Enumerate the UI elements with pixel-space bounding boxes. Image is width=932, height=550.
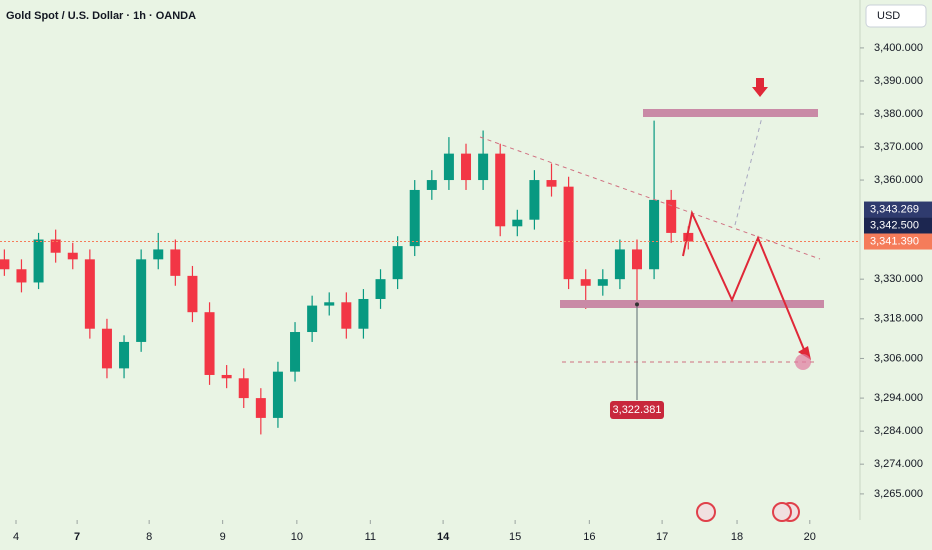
x-tick-label: 11: [365, 531, 376, 543]
candle-body: [666, 199, 677, 233]
y-tick-label: 3,318.000: [874, 313, 923, 325]
y-tick-label: 3,390.000: [874, 75, 923, 87]
low-marker-dot: [634, 302, 639, 307]
candle-body: [512, 219, 523, 227]
candle-body: [461, 153, 472, 181]
candle-body: [204, 312, 215, 375]
candle-body: [187, 275, 198, 313]
low-marker-box: [609, 401, 664, 419]
candle-body: [67, 252, 78, 260]
candle-body: [84, 259, 95, 329]
x-tick-label: 16: [583, 531, 595, 543]
candle-body: [597, 279, 608, 286]
alt-path: [734, 116, 763, 226]
y-tick-label: 3,380.000: [874, 108, 923, 120]
y-tick-label: 3,284.000: [874, 425, 923, 437]
candle-body: [649, 199, 660, 270]
candle-body: [443, 153, 454, 181]
y-tick-label: 3,360.000: [874, 174, 923, 186]
candle-body: [16, 269, 27, 283]
x-tick-label: 18: [731, 531, 743, 543]
candle-body: [170, 249, 181, 276]
y-tick-label: 3,265.000: [874, 488, 923, 500]
resistance-zone: [643, 109, 818, 117]
candle-body: [221, 374, 232, 379]
target-circle: [795, 354, 811, 370]
currency-button[interactable]: [865, 4, 927, 28]
candle-body: [136, 259, 147, 342]
candle-body: [153, 249, 164, 260]
y-tick-label: 3,306.000: [874, 352, 923, 364]
price-label-box: [864, 233, 932, 250]
candle-body: [324, 302, 335, 306]
event-icon[interactable]: [772, 502, 792, 522]
candle-body: [341, 302, 352, 329]
candle-body: [614, 249, 625, 280]
y-tick-label: 3,274.000: [874, 458, 923, 470]
x-tick-label: 15: [509, 531, 521, 543]
candle-body: [580, 279, 591, 286]
price-label: 3,343.269: [870, 203, 919, 215]
candle-body: [563, 186, 574, 280]
price-label: 3,341.390: [870, 235, 919, 247]
x-tick-label: 7: [74, 531, 80, 543]
support-zone: [560, 300, 824, 308]
x-tick-label: 10: [291, 531, 303, 543]
candle-body: [238, 378, 249, 399]
candle-body: [478, 153, 489, 181]
candle-body: [119, 341, 130, 369]
candle-body: [255, 398, 266, 418]
candle-body: [631, 249, 642, 270]
candle-body: [307, 305, 318, 333]
candle-body: [426, 180, 437, 190]
currency-label[interactable]: USD: [877, 10, 900, 22]
y-tick-label: 3,400.000: [874, 42, 923, 54]
candles: [0, 120, 694, 435]
price-label-box: [864, 201, 932, 218]
candle-body: [50, 239, 61, 253]
candle-body: [683, 232, 694, 242]
price-label: 3,342.500: [870, 219, 919, 231]
candle-body: [546, 180, 557, 187]
candle-body: [0, 259, 10, 270]
candle-body: [409, 189, 420, 247]
event-icon[interactable]: [696, 502, 716, 522]
price-label-box: [864, 217, 932, 234]
drawings: [479, 78, 824, 522]
candle-body: [290, 332, 301, 372]
candle-body: [495, 153, 506, 227]
x-tick-label: 4: [13, 531, 19, 543]
x-tick-label: 17: [656, 531, 668, 543]
candle-body: [392, 246, 403, 280]
x-tick-label: 9: [220, 531, 226, 543]
down-arrow-stem: [756, 78, 764, 87]
candle-body: [375, 279, 386, 299]
x-tick-label: 14: [437, 531, 450, 543]
x-tick-label: 8: [146, 531, 152, 543]
y-tick-label: 3,370.000: [874, 141, 923, 153]
candle-body: [358, 298, 369, 329]
y-tick-label: 3,294.000: [874, 392, 923, 404]
candle-body: [101, 328, 112, 369]
x-tick-label: 20: [804, 531, 816, 543]
candle-body: [33, 239, 44, 283]
down-arrow-head: [752, 87, 768, 97]
low-marker-label: 3,322.381: [613, 404, 662, 416]
candle-body: [272, 371, 283, 418]
projection-path: [682, 209, 806, 353]
candle-body: [529, 180, 540, 220]
chart-title: Gold Spot / U.S. Dollar · 1h · OANDA: [6, 10, 196, 22]
y-tick-label: 3,330.000: [874, 273, 923, 285]
